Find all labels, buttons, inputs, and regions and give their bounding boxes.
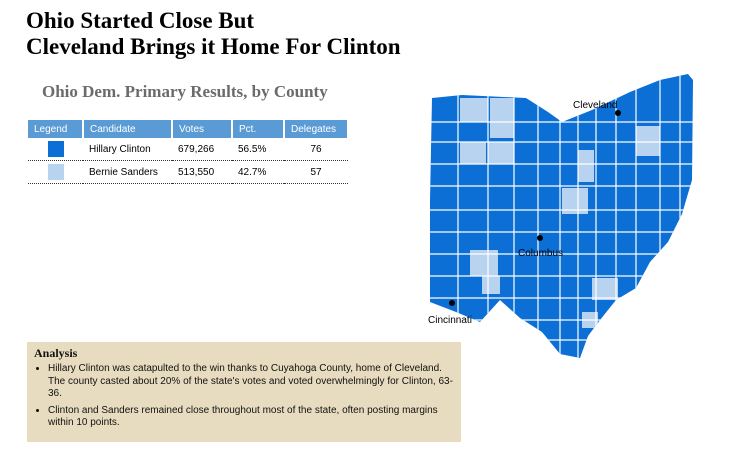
table-row: Bernie Sanders 513,550 42.7% 57 xyxy=(28,160,348,184)
subtitle: Ohio Dem. Primary Results, by County xyxy=(42,82,328,101)
legend-swatch xyxy=(47,164,64,180)
legend-cell xyxy=(28,138,83,161)
table-cell: Bernie Sanders xyxy=(83,160,172,184)
table-cell: 513,550 xyxy=(172,160,232,184)
table-cell: Hillary Clinton xyxy=(83,138,172,161)
city-label: Cincinnati xyxy=(428,315,472,326)
county-borders xyxy=(430,74,693,358)
city-dot xyxy=(615,110,621,116)
column-header: Legend xyxy=(28,120,84,138)
city-dot xyxy=(449,300,455,306)
city-dot xyxy=(537,235,543,241)
table-cell: 679,266 xyxy=(172,138,232,161)
analysis-bullet: Clinton and Sanders remained close throu… xyxy=(48,405,454,430)
analysis-title: Analysis xyxy=(34,346,78,360)
column-header: Delegates xyxy=(284,120,349,138)
header-row: Legend Candidate Votes Pct. Delegates xyxy=(28,120,349,138)
sanders-counties xyxy=(460,98,660,328)
table-cell: 57 xyxy=(284,160,348,184)
table-body: Hillary Clinton 679,266 56.5% 76 Bernie Sand… xyxy=(28,138,348,184)
table-cell: 76 xyxy=(284,138,348,161)
legend-cell xyxy=(28,160,83,184)
column-header: Candidate xyxy=(83,120,173,138)
title: Cleveland Brings it Home For Clinton xyxy=(26,34,401,59)
analysis-bullet: Hillary Clinton was catapulted to the wi… xyxy=(48,363,454,401)
title: Ohio Started Close But xyxy=(26,8,255,33)
legend-swatch xyxy=(47,141,64,157)
column-header: Pct. xyxy=(232,120,285,138)
analysis-box: Analysis Hillary Clinton was catapulted … xyxy=(27,342,461,442)
table-cell: 42.7% xyxy=(232,160,284,184)
results-table: Legend Candidate Votes Pct. Delegates Hi… xyxy=(28,120,349,184)
city-label: Columbus xyxy=(518,248,563,259)
table-row: Hillary Clinton 679,266 56.5% 76 xyxy=(28,138,348,161)
analysis-list: Hillary Clinton was catapulted to the wi… xyxy=(34,363,454,430)
column-header: Votes xyxy=(172,120,233,138)
city-label: Cleveland xyxy=(573,100,617,111)
table-cell: 56.5% xyxy=(232,138,284,161)
